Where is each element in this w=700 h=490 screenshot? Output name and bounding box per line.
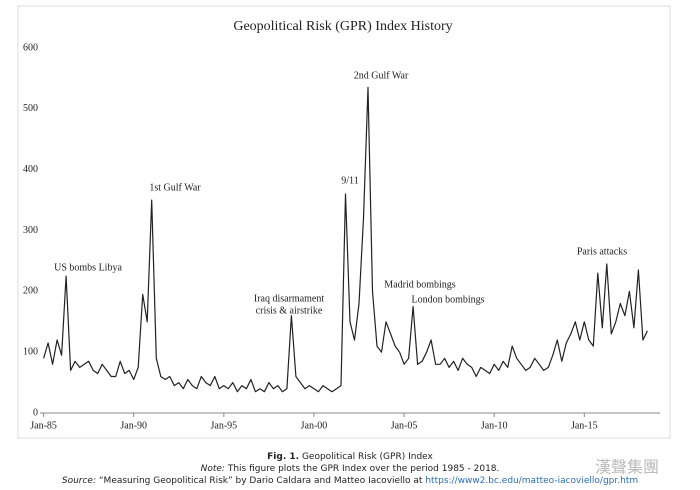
annotation: crisis & airstrike bbox=[256, 305, 323, 316]
y-tick-label: 100 bbox=[23, 346, 38, 357]
watermark: 漢聲集團 bbox=[595, 458, 659, 477]
y-tick-label: 200 bbox=[23, 286, 38, 297]
chart-frame bbox=[17, 5, 671, 439]
annotation: Paris attacks bbox=[577, 246, 627, 257]
y-tick-label: 300 bbox=[23, 225, 38, 236]
y-tick-label: 600 bbox=[23, 42, 38, 53]
caption-note: Note: This figure plots the GPR Index ov… bbox=[201, 464, 500, 474]
caption-text: Geopolitical Risk (GPR) Index bbox=[302, 452, 434, 462]
x-tick-label: Jan-00 bbox=[301, 420, 328, 431]
source-url[interactable]: https://www2.bc.edu/matteo-iacoviello/gp… bbox=[425, 476, 638, 486]
caption-title: Fig. 1. Geopolitical Risk (GPR) Index bbox=[267, 452, 433, 462]
annotation: 9/11 bbox=[341, 175, 358, 186]
chart-title: Geopolitical Risk (GPR) Index History bbox=[233, 19, 452, 34]
note-label: Note: bbox=[201, 464, 225, 474]
x-tick-label: Jan-10 bbox=[481, 420, 508, 431]
y-tick-label: 500 bbox=[23, 103, 38, 114]
x-tick-label: Jan-95 bbox=[211, 420, 238, 431]
annotation: 1st Gulf War bbox=[149, 182, 201, 193]
y-tick-label: 400 bbox=[23, 164, 38, 175]
note-text: This figure plots the GPR Index over the… bbox=[227, 464, 500, 474]
caption-figure: Fig. 1. bbox=[267, 452, 299, 462]
source-text: “Measuring Geopolitical Risk” by Dario C… bbox=[99, 476, 423, 486]
annotation: Iraq disarmament bbox=[254, 293, 324, 304]
annotation: Madrid bombings bbox=[384, 279, 455, 290]
x-tick-label: Jan-15 bbox=[571, 420, 598, 431]
y-tick-label: 0 bbox=[33, 407, 38, 418]
source-label: Source: bbox=[62, 476, 96, 486]
annotation: US bombs Libya bbox=[54, 262, 122, 273]
caption-source: Source: “Measuring Geopolitical Risk” by… bbox=[62, 476, 638, 486]
x-tick-label: Jan-90 bbox=[120, 420, 147, 431]
series-line bbox=[43, 86, 648, 393]
x-tick-label: Jan-85 bbox=[30, 420, 57, 431]
annotation: 2nd Gulf War bbox=[354, 70, 409, 81]
annotation: London bombings bbox=[411, 294, 484, 305]
x-tick-label: Jan-05 bbox=[391, 420, 418, 431]
